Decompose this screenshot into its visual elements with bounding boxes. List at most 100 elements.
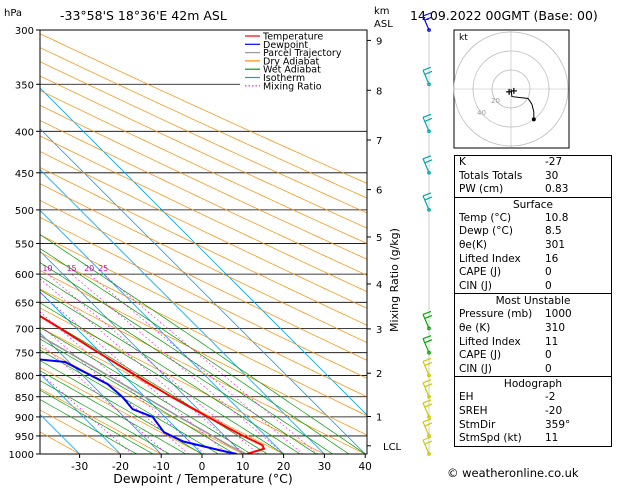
- barb-flag: [424, 339, 433, 344]
- barb-flag: [424, 314, 433, 319]
- hodograph-stats-title: Hodograph: [503, 378, 563, 391]
- barb-flag: [424, 383, 433, 388]
- row-label: CAPE (J): [459, 266, 502, 279]
- km-tick-label: 2: [376, 369, 382, 380]
- row-value: 1000: [545, 308, 572, 321]
- k-value: -27: [545, 156, 563, 168]
- wind-barb: [422, 335, 433, 355]
- row-value: 0: [545, 362, 552, 375]
- dry-adiabat-line: [40, 75, 367, 229]
- wind-barb: [422, 113, 433, 134]
- dry-adiabat-line: [40, 270, 367, 436]
- barb-staff: [422, 117, 430, 132]
- pressure-tick-label: 450: [15, 169, 34, 180]
- temperature-tick-label: -10: [153, 461, 170, 473]
- dry-adiabat-line: [40, 167, 367, 326]
- wind-barb: [422, 379, 433, 399]
- barb-point: [427, 326, 431, 331]
- wind-barb: [422, 399, 433, 419]
- wind-barb: [422, 12, 433, 32]
- surface-rows: Temp (°C) 10.8 Dewp (°C) 8.5 θe(K) 301 Lifted …: [455, 212, 611, 294]
- pressure-tick-label: 900: [15, 413, 34, 424]
- barb-flag: [422, 379, 432, 384]
- km-tick-label: 6: [376, 186, 382, 197]
- temperature-tick-label: 40: [359, 461, 372, 473]
- row-label: StmDir: [459, 418, 496, 431]
- pressure-tick-label: 400: [15, 127, 34, 138]
- wet-adiabat-line: [40, 262, 333, 454]
- datetime-title: 14.09.2022 00GMT (Base: 00): [410, 8, 598, 23]
- most-unstable-rows: Pressure (mb) 1000 θe (K) 310 Lifted Index 11…: [455, 308, 611, 376]
- dry-adiabat-line: [40, 135, 367, 293]
- pressure-tick-label: 750: [15, 349, 34, 360]
- hodograph-ring-label: 40: [477, 109, 486, 117]
- isotherm-line: [40, 87, 367, 416]
- pressure-tick-label: 350: [15, 80, 34, 91]
- parcel-trajectory-profile: [40, 334, 247, 454]
- dry-adiabat-line: [40, 409, 121, 454]
- surface-row: Temp (°C) 10.8: [455, 212, 611, 226]
- barb-staff: [422, 195, 430, 211]
- hodograph-box-row: EH -2: [455, 391, 611, 405]
- temperature-profile: [40, 314, 266, 454]
- barb-point: [427, 207, 431, 212]
- dry-adiabat-line: [40, 367, 203, 454]
- row-label: StmSpd (kt): [459, 432, 522, 445]
- pressure-tick-label: 800: [15, 371, 34, 382]
- barb-staff: [422, 338, 430, 353]
- dry-adiabat-line: [40, 307, 325, 454]
- mixing-ratio-label: 15: [66, 264, 76, 273]
- row-label: Dewp (°C): [459, 225, 513, 238]
- km-tick-label: 9: [376, 36, 382, 47]
- mixing-ratio-line: [40, 342, 168, 454]
- dry-adiabat-line: [40, 151, 367, 309]
- wet-adiabat-line: [40, 349, 219, 454]
- isotherm-line: [40, 209, 284, 454]
- surface-row: CAPE (J) 0: [455, 266, 611, 280]
- barb-flag: [424, 196, 433, 201]
- row-label: EH: [459, 391, 474, 404]
- row-value: 310: [545, 321, 566, 334]
- hodograph-stats-rows: EH -2 SREH -20 StmDir 359° StmSpd (kt) 11: [455, 391, 611, 445]
- hodograph-ring-label: 20: [491, 97, 500, 105]
- legend-label: Dry Adiabat: [263, 56, 320, 67]
- legend-label: Dewpoint: [263, 40, 308, 51]
- mixing-ratio-line: [40, 311, 205, 454]
- barb-point: [427, 350, 431, 355]
- k-label: K: [459, 156, 466, 168]
- wind-barbs: [422, 12, 433, 456]
- most-unstable-row: CAPE (J) 0: [455, 349, 611, 363]
- row-label: CIN (J): [459, 279, 492, 292]
- wet-adiabat-line: [40, 370, 186, 454]
- wind-barb: [422, 66, 433, 87]
- isotherm-line: [40, 250, 244, 454]
- wet-adiabat-line: [40, 389, 154, 454]
- wind-barb: [422, 155, 433, 175]
- km-tick-label: 4: [376, 280, 382, 291]
- barb-flag: [424, 159, 433, 164]
- pw-label: PW (cm): [459, 183, 504, 196]
- dry-adiabat-line: [40, 61, 367, 214]
- isotherm-line: [40, 373, 121, 454]
- wet-adiabat-line: [40, 338, 235, 454]
- barb-staff: [422, 361, 430, 376]
- barb-point: [427, 434, 431, 438]
- row-label: Lifted Index: [459, 335, 521, 348]
- wind-barb: [422, 436, 433, 456]
- dry-adiabat-line: [40, 251, 367, 417]
- barb-flag: [422, 399, 432, 404]
- dry-adiabat-line: [40, 326, 284, 454]
- wet-adiabat-line: [40, 275, 317, 454]
- temperature-tick-label: 0: [199, 461, 206, 473]
- row-value: 359°: [545, 418, 571, 431]
- pressure-tick-label: 1000: [9, 450, 34, 461]
- wind-barb: [422, 310, 433, 331]
- surface-row: Lifted Index 16: [455, 253, 611, 267]
- row-label: Temp (°C): [459, 211, 512, 224]
- barb-flag: [424, 117, 433, 122]
- barb-flag: [424, 403, 433, 408]
